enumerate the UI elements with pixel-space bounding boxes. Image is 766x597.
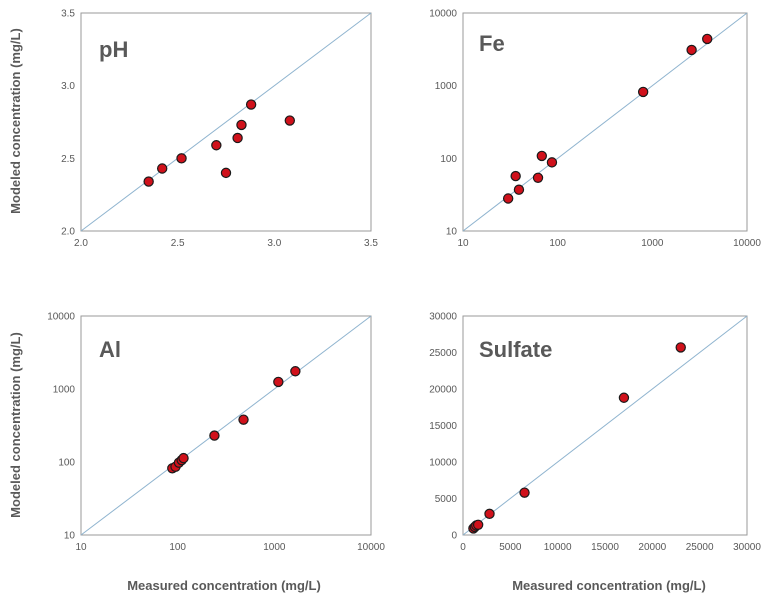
data-point	[513, 184, 525, 195]
panel-al: 10 100 1000 10000 10 100 1000 10000 Al	[47, 312, 385, 554]
data-point	[637, 86, 649, 98]
y-tick-label: 10000	[429, 9, 457, 20]
data-point	[245, 99, 257, 110]
data-point	[290, 366, 301, 377]
data-point	[702, 33, 713, 45]
panel-title: Fe	[479, 31, 505, 56]
data-point	[211, 140, 222, 151]
y-tick-label: 100	[440, 154, 457, 165]
data-point	[178, 452, 189, 464]
data-point	[536, 150, 548, 162]
y-tick-label: 2.5	[61, 154, 75, 165]
y-tick-label: 1000	[53, 385, 76, 396]
y-axis-label-bottom: Modeled concentration (mg/L)	[8, 332, 23, 518]
x-tick-label: 25000	[686, 542, 714, 553]
data-point	[502, 193, 514, 204]
y-tick-label: 10	[446, 227, 458, 238]
plot-frame	[462, 315, 748, 536]
identity-line	[80, 12, 372, 232]
x-tick-label: 1000	[263, 542, 286, 553]
y-tick-label: 2.0	[61, 227, 75, 238]
x-tick-label: 3.0	[267, 238, 281, 249]
data-point	[156, 163, 168, 174]
x-tick-label: 5000	[499, 542, 522, 553]
data-point	[546, 157, 558, 168]
data-point	[220, 167, 232, 179]
y-tick-label: 15000	[429, 421, 457, 432]
data-point	[510, 170, 521, 182]
data-point	[232, 132, 243, 144]
y-tick-label: 3.5	[61, 9, 75, 20]
data-point	[484, 508, 495, 520]
data-point	[273, 376, 284, 388]
plot-frame	[80, 315, 372, 536]
x-tick-label: 2.5	[171, 238, 185, 249]
y-tick-label: 20000	[429, 385, 457, 396]
panel-title: pH	[99, 37, 128, 62]
x-tick-label: 1000	[641, 238, 664, 249]
data-point	[236, 119, 247, 131]
data-point	[686, 44, 697, 56]
panel-ph: 2.0 2.5 3.0 3.5 2.0 2.5 3.0 3.5 pH	[61, 9, 378, 250]
data-point	[238, 414, 249, 425]
x-tick-label: 0	[460, 542, 466, 553]
data-point	[284, 115, 295, 126]
data-point	[176, 153, 187, 164]
x-tick-label: 3.5	[364, 238, 378, 249]
plot-frame	[462, 12, 748, 232]
x-axis-label-right: Measured concentration (mg/L)	[512, 578, 706, 593]
y-tick-label: 30000	[429, 312, 457, 323]
x-tick-label: 2.0	[74, 238, 88, 249]
x-tick-label: 100	[549, 238, 566, 249]
y-tick-label: 0	[451, 531, 457, 542]
data-point	[472, 519, 484, 530]
y-axis-label-top: Modeled concentration (mg/L)	[8, 28, 23, 214]
x-tick-label: 10	[457, 238, 469, 249]
panel-fe: 10 100 1000 10000 10 100 1000 10000 Fe	[429, 9, 761, 250]
y-tick-label: 10	[64, 531, 76, 542]
panel-title: Al	[99, 337, 121, 362]
y-tick-label: 25000	[429, 348, 457, 359]
data-point	[519, 487, 530, 498]
x-tick-label: 10000	[357, 542, 385, 553]
data-point	[209, 430, 220, 441]
x-axis-label-left: Measured concentration (mg/L)	[127, 578, 321, 593]
data-point	[618, 392, 630, 403]
y-tick-label: 5000	[435, 494, 458, 505]
x-tick-label: 10000	[733, 238, 761, 249]
x-tick-label: 10	[75, 542, 87, 553]
panel-sulfate: 0 5000 10000 15000 20000 25000 30000 0 5000 10000…	[429, 312, 761, 554]
data-point	[532, 172, 544, 183]
y-tick-label: 100	[58, 458, 75, 469]
x-tick-label: 20000	[638, 542, 666, 553]
panel-title: Sulfate	[479, 337, 552, 362]
data-point	[143, 176, 154, 187]
x-tick-label: 30000	[733, 542, 761, 553]
x-tick-label: 15000	[591, 542, 619, 553]
y-tick-label: 10000	[47, 312, 75, 323]
y-tick-label: 3.0	[61, 81, 75, 92]
plot-frame	[80, 12, 372, 232]
y-tick-label: 1000	[435, 81, 458, 92]
x-tick-label: 10000	[544, 542, 572, 553]
identity-line	[462, 315, 748, 536]
y-tick-label: 10000	[429, 458, 457, 469]
x-tick-label: 100	[169, 542, 186, 553]
data-point	[675, 342, 686, 353]
identity-line	[80, 315, 372, 536]
